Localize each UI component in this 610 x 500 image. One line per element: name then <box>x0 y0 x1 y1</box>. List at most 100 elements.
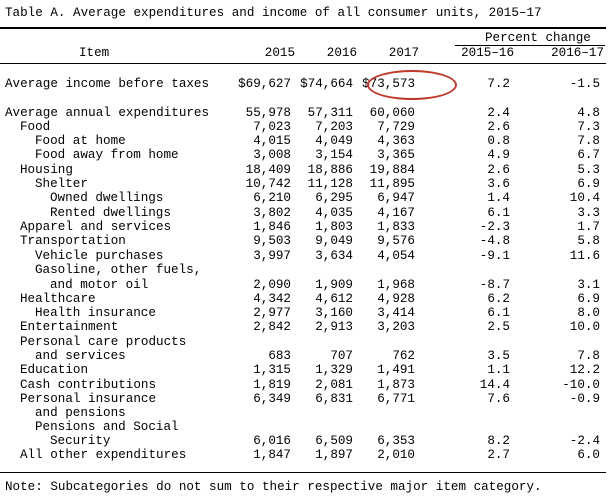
value-2017: 3,365 <box>377 148 415 162</box>
table-row: Food away from home 3,008 3,154 3,365 4.9 6.7 <box>0 148 606 162</box>
pc-2016-17: 6.7 <box>577 148 600 162</box>
value-2016: 3,154 <box>315 148 353 162</box>
value-2016: 6,831 <box>315 392 353 406</box>
value-2017: 4,363 <box>377 134 415 148</box>
pc-2015-16: 6.1 <box>487 206 510 220</box>
value-2015: 2,090 <box>253 278 291 292</box>
table-row: Housing 18,409 18,886 19,884 2.6 5.3 <box>0 163 606 177</box>
value-2015: 1,819 <box>253 378 291 392</box>
value-2017: 4,167 <box>377 206 415 220</box>
table-row: Education 1,315 1,329 1,491 1.1 12.2 <box>0 363 606 377</box>
pc-2015-16: 3.5 <box>487 349 510 363</box>
pc-2015-16-header: 2015–16 <box>461 46 514 60</box>
pc-2016-17: 1.7 <box>577 220 600 234</box>
pc-2016-17: -0.9 <box>569 392 600 406</box>
year-2016-header: 2016 <box>326 46 357 60</box>
row-label: Health insurance <box>35 306 156 320</box>
row-label: Apparel and services <box>20 220 172 234</box>
table-row: Pensions and Social <box>0 420 606 434</box>
row-label: Food away from home <box>35 148 179 162</box>
income-2015: $69,627 <box>238 77 291 91</box>
pc-2016-17: 7.8 <box>577 349 600 363</box>
row-label: Gasoline, other fuels, <box>35 263 202 277</box>
value-2016: 1,329 <box>315 363 353 377</box>
table-title: Table A. Average expenditures and income… <box>5 6 542 20</box>
table-row: Rented dwellings 3,802 4,035 4,167 6.1 3.3 <box>0 206 606 220</box>
row-label: Owned dwellings <box>50 191 164 205</box>
value-2017: 3,414 <box>377 306 415 320</box>
value-2016: 3,634 <box>315 249 353 263</box>
table-row: Owned dwellings 6,210 6,295 6,947 1.4 10.4 <box>0 191 606 205</box>
table-row: Transportation 9,503 9,049 9,576 -4.8 5.8 <box>0 234 606 248</box>
value-2016: 1,909 <box>315 278 353 292</box>
value-2016: 1,897 <box>315 448 353 462</box>
value-2017: 6,947 <box>377 191 415 205</box>
value-2016: 9,049 <box>315 234 353 248</box>
value-2015: 55,978 <box>245 106 291 120</box>
table-row: and services 683 707 762 3.5 7.8 <box>0 349 606 363</box>
table-row: Shelter 10,742 11,128 11,895 3.6 6.9 <box>0 177 606 191</box>
row-label: Vehicle purchases <box>35 249 164 263</box>
pc-2015-16: 1.4 <box>487 191 510 205</box>
value-2017: 2,010 <box>377 448 415 462</box>
value-2015: 18,409 <box>245 163 291 177</box>
row-label: Personal insurance <box>20 392 157 406</box>
pc-2016-17: 11.6 <box>569 249 600 263</box>
table-row: Cash contributions 1,819 2,081 1,873 14.4 -10… <box>0 378 606 392</box>
value-2017: 4,928 <box>377 292 415 306</box>
percent-change-rule <box>455 45 605 46</box>
pc-2015-16: 6.2 <box>487 292 510 306</box>
value-2016: 707 <box>330 349 353 363</box>
highlight-circle <box>367 70 457 100</box>
year-2015-header: 2015 <box>264 46 295 60</box>
table-row: Apparel and services 1,846 1,803 1,833 -2.3 1… <box>0 220 606 234</box>
income-2016: $74,664 <box>300 77 353 91</box>
top-rule <box>0 27 606 29</box>
pc-2015-16: 4.9 <box>487 148 510 162</box>
value-2015: 1,846 <box>253 220 291 234</box>
value-2017: 11,895 <box>369 177 415 191</box>
row-label: Healthcare <box>20 292 96 306</box>
pc-2016-17: 3.3 <box>577 206 600 220</box>
pc-2015-16: 1.1 <box>487 363 510 377</box>
value-2017: 1,833 <box>377 220 415 234</box>
row-label: and motor oil <box>50 278 149 292</box>
row-label: Security <box>50 434 111 448</box>
pc-2016-17: 6.9 <box>577 292 600 306</box>
value-2017: 19,884 <box>369 163 415 177</box>
value-2016: 4,612 <box>315 292 353 306</box>
table-row: Security 6,016 6,509 6,353 8.2 -2.4 <box>0 434 606 448</box>
value-2016: 2,913 <box>315 320 353 334</box>
row-label: Pensions and Social <box>35 420 179 434</box>
pc-2016-17: 5.3 <box>577 163 600 177</box>
value-2015: 2,977 <box>253 306 291 320</box>
table-row: All other expenditures 1,847 1,897 2,010 2.7… <box>0 448 606 462</box>
pc-2015-16: -4.8 <box>479 234 510 248</box>
pc-2015-16: 7.6 <box>487 392 510 406</box>
pc-2016-17: 4.8 <box>577 106 600 120</box>
value-2015: 3,008 <box>253 148 291 162</box>
pc-2016-17: 8.0 <box>577 306 600 320</box>
table-row: Personal insurance 6,349 6,831 6,771 7.6 -0.9 <box>0 392 606 406</box>
pc-2015-16: 14.4 <box>479 378 510 392</box>
pc-2015-16: 6.1 <box>487 306 510 320</box>
pc-2016-17: 3.1 <box>577 278 600 292</box>
value-2015: 10,742 <box>245 177 291 191</box>
value-2015: 3,802 <box>253 206 291 220</box>
pc-2016-17: -10.0 <box>562 378 600 392</box>
table-row: and pensions <box>0 406 606 420</box>
bottom-rule <box>0 472 606 473</box>
header-rule <box>0 63 606 64</box>
income-pc-2015-16: 7.2 <box>487 77 510 91</box>
value-2015: 6,016 <box>253 434 291 448</box>
value-2015: 3,997 <box>253 249 291 263</box>
income-label: Average income before taxes <box>5 77 210 91</box>
value-2015: 4,342 <box>253 292 291 306</box>
row-label: Rented dwellings <box>50 206 171 220</box>
value-2016: 11,128 <box>307 177 353 191</box>
table-row: Average annual expenditures 55,978 57,311 6… <box>0 106 606 120</box>
value-2017: 7,729 <box>377 120 415 134</box>
value-2016: 18,886 <box>307 163 353 177</box>
value-2015: 1,847 <box>253 448 291 462</box>
value-2015: 6,349 <box>253 392 291 406</box>
